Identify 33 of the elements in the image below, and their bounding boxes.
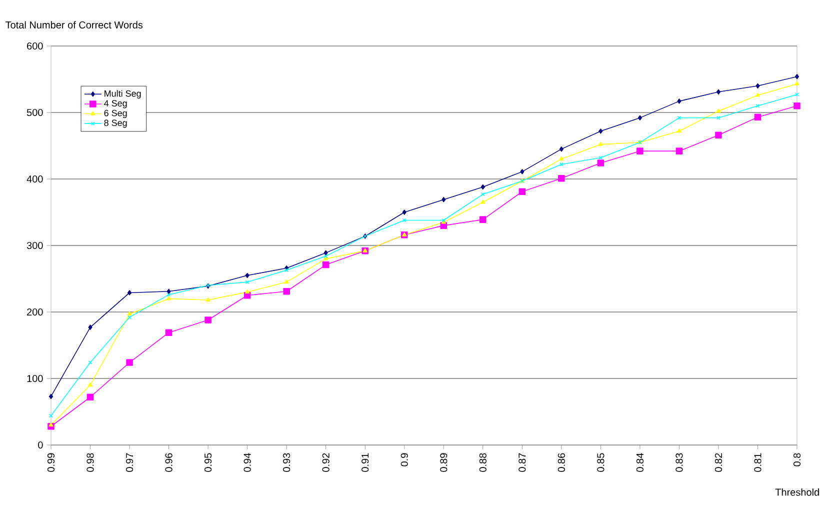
x-tick-label: 0.95: [204, 453, 212, 472]
y-tick-label: 0: [38, 441, 43, 449]
y-tick-label: 600: [27, 42, 43, 50]
x-tick-label: 0.97: [126, 453, 134, 472]
legend-label: 8 Seg: [104, 120, 127, 128]
legend-label: Multi Seg: [104, 90, 141, 98]
y-tick-label: 500: [26, 108, 43, 116]
x-tick-label: 0.94: [244, 453, 251, 472]
x-tick-label: 0.82: [714, 453, 722, 472]
x-tick-label: 0.93: [283, 453, 290, 472]
x-tick-label: 0.98: [86, 453, 94, 472]
y-tick-label: 100: [27, 374, 43, 382]
y-tick-label: 300: [26, 242, 43, 250]
y-axis-title: Total Number of Correct Words: [6, 21, 143, 28]
x-tick-label: 0.8: [793, 453, 801, 466]
x-tick-label: 0.91: [362, 453, 369, 472]
x-axis-title: Threshold: [775, 488, 819, 496]
x-tick-label: 0.92: [322, 453, 330, 472]
x-tick-label: 0.84: [636, 453, 644, 472]
y-tick-label: 400: [26, 175, 43, 183]
x-tick-label: 0.81: [754, 453, 762, 472]
x-tick-label: 0.83: [676, 453, 683, 472]
x-tick-label: 0.86: [558, 453, 565, 472]
legend-label: 4 Seg: [104, 100, 127, 108]
x-tick-label: 0.88: [479, 453, 486, 472]
legend-label: 6 Seg: [104, 110, 127, 118]
y-tick-label: 200: [27, 308, 43, 316]
x-tick-label: 0.96: [165, 453, 172, 472]
x-tick-label: 0.9: [400, 453, 408, 466]
x-tick-label: 0.89: [440, 453, 448, 472]
x-tick-label: 0.85: [597, 453, 604, 472]
x-tick-label: 0.99: [47, 453, 55, 472]
x-tick-label: 0.87: [518, 453, 526, 472]
